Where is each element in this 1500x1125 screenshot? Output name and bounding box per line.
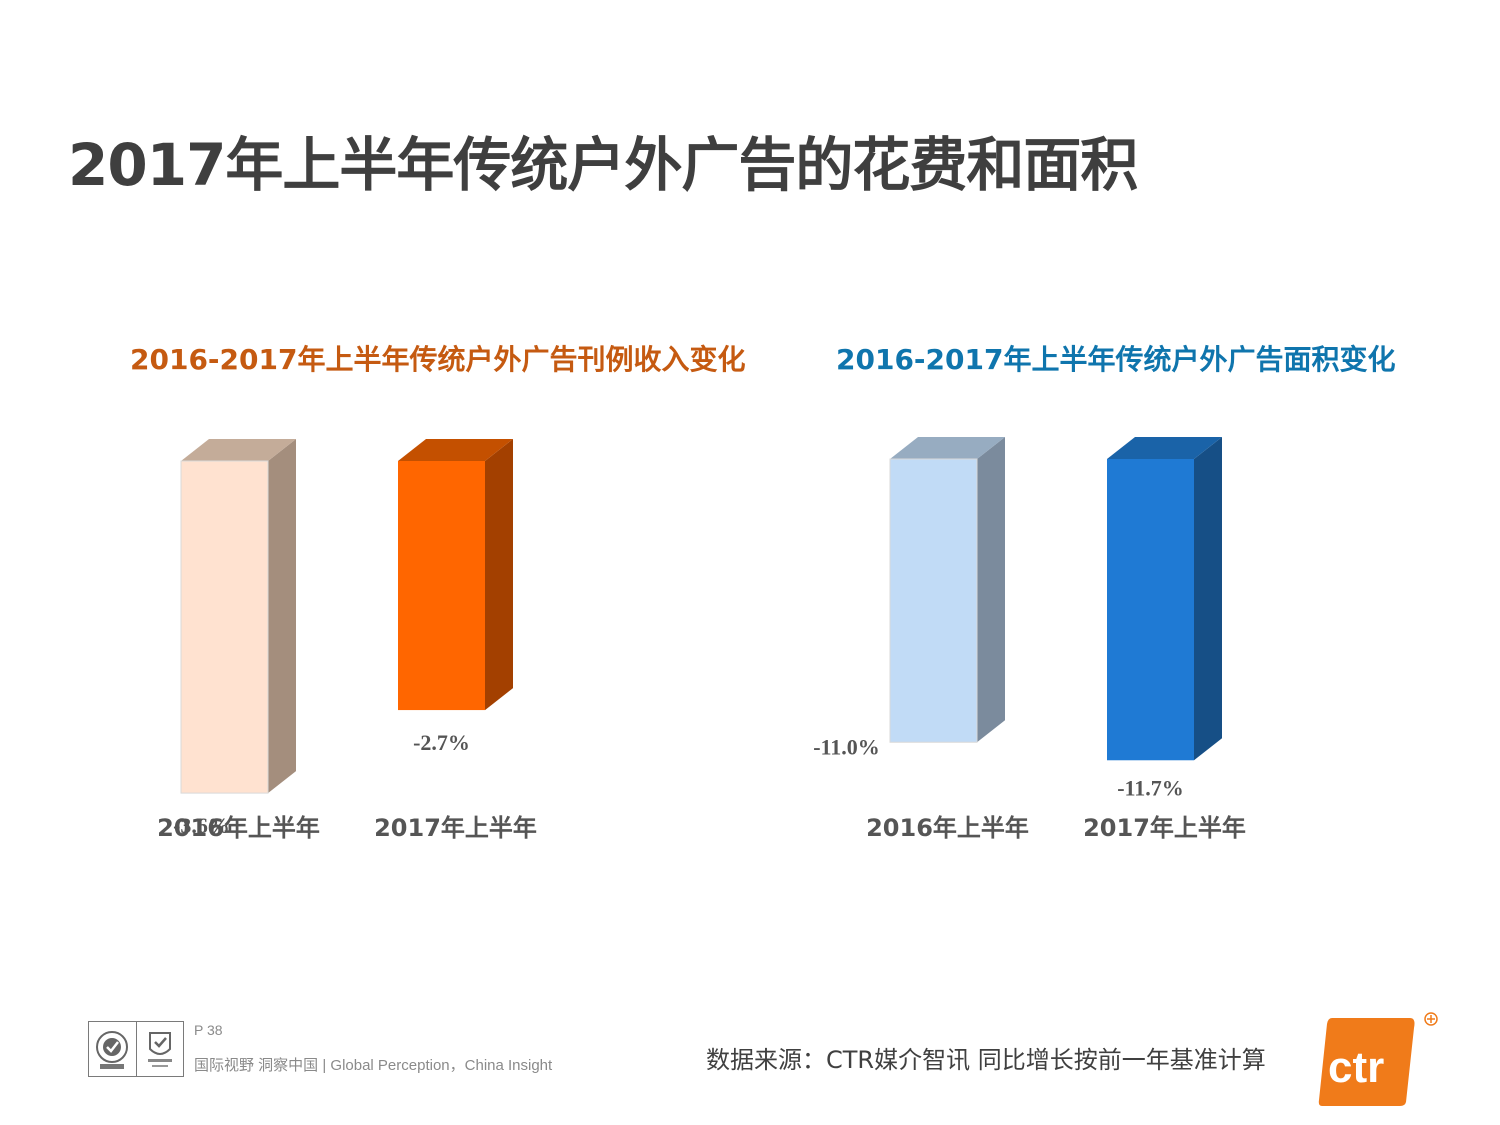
footer-tagline: 国际视野 洞察中国 | Global Perception，China Insi… [194, 1057, 553, 1074]
chart-0-bar-1 [398, 461, 485, 711]
chart-0-bar-0-side [268, 439, 296, 794]
chart-1-category-label-1: 2017年上半年 [1083, 814, 1246, 842]
chart-0-category-label-0: 2016年上半年 [157, 814, 320, 842]
chart-1-bar-0 [889, 458, 978, 743]
chart-1-bar-1-side [1194, 437, 1222, 761]
iso-cert-icon [89, 1022, 136, 1076]
chart-1-bar-0-top [890, 437, 1005, 459]
chart-1-value-label-0: -11.0% [813, 734, 880, 759]
chart-0-value-label-0: -3.6% [173, 813, 230, 838]
chart-1-bar-1-top [1107, 437, 1222, 459]
chart-1-value-label-1: -11.7% [1117, 775, 1184, 800]
chart-0-bar-0-top [181, 439, 296, 461]
chart-1-bar-1 [1107, 459, 1194, 761]
ukas-cert-icon [135, 1022, 184, 1076]
chart-0-category-label-1: 2017年上半年 [374, 814, 537, 842]
chart-0-bar-1-side [485, 439, 513, 711]
chart-left: -3.6%2016年上半年 -2.7% 2017年上半年 [157, 439, 537, 842]
page-title: 2017年上半年传统户外广告的花费和面积 [68, 131, 1138, 199]
chart-right: -11.0% 2016年上半年 -11.7% 2017年上半年 [813, 437, 1246, 842]
data-source-note: 数据来源：CTR媒介智讯 同比增长按前一年基准计算 [706, 1046, 1266, 1074]
chart-1-category-label-0: 2016年上半年 [866, 814, 1029, 842]
chart-1-bar-0-side [977, 437, 1005, 743]
chart-0-value-label-1: -2.7% [413, 730, 470, 755]
ctr-logo: ctr [1318, 1012, 1438, 1106]
chart-0-bar-1-top [398, 439, 513, 461]
chart-right-title: 2016-2017年上半年传统户外广告面积变化 [836, 343, 1396, 376]
chart-0-bar-0 [180, 460, 269, 794]
page-number: P 38 [194, 1022, 223, 1038]
ctr-logo-text: ctr [1328, 1043, 1384, 1092]
certification-badges [88, 1021, 184, 1077]
chart-left-title: 2016-2017年上半年传统户外广告刊例收入变化 [130, 343, 746, 376]
